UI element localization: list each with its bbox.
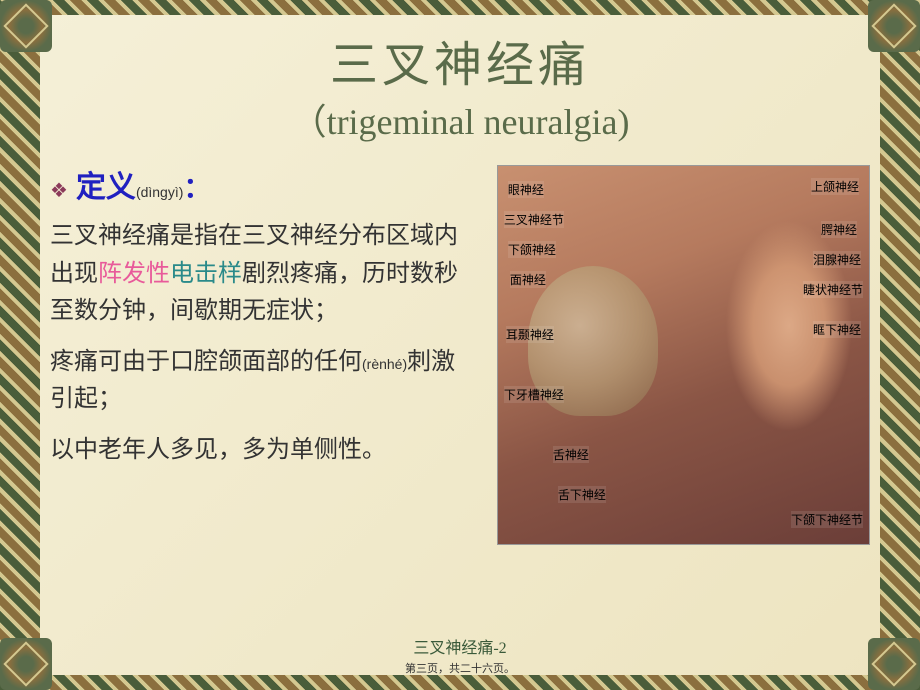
corner-ornament xyxy=(868,0,920,52)
body-row: ❖ 定义 (dìngyì) ： 三叉神经痛是指在三叉神经分布区域内出现阵发性电击… xyxy=(50,165,870,545)
title-chinese: 三叉神经痛 xyxy=(50,25,870,95)
border-right xyxy=(880,0,920,690)
anat-label: 耳颞神经 xyxy=(506,326,554,343)
definition-colon: ： xyxy=(183,167,211,210)
anat-label: 下颌下神经节 xyxy=(791,511,863,528)
p2-pinyin: (rènhé) xyxy=(362,356,407,372)
anat-label: 泪腺神经 xyxy=(813,251,861,268)
p1-highlight-pink: 阵发性 xyxy=(98,260,170,287)
anat-label: 舌神经 xyxy=(553,446,589,463)
corner-ornament xyxy=(0,0,52,52)
footer-reference: 三叉神经痛-2 xyxy=(0,634,920,658)
anat-label: 三叉神经节 xyxy=(504,211,564,228)
anat-label: 下颌神经 xyxy=(508,241,556,258)
slide-content: 三叉神经痛 （trigeminal neuralgia) ❖ 定义 (dìngy… xyxy=(50,25,870,665)
paragraph-2: 疼痛可由于口腔颌面部的任何(rènhé)刺激引起； xyxy=(50,344,477,418)
paragraph-1: 三叉神经痛是指在三叉神经分布区域内出现阵发性电击样剧烈疼痛，历时数秒至数分钟，间… xyxy=(50,218,477,331)
anat-label: 眶下神经 xyxy=(813,321,861,338)
definition-pinyin: (dìngyì) xyxy=(136,182,183,204)
p1-highlight-teal: 电击样 xyxy=(170,260,242,287)
paragraph-3: 以中老年人多见，多为单侧性。 xyxy=(50,432,477,469)
border-top xyxy=(0,0,920,15)
bullet-icon: ❖ xyxy=(50,176,68,207)
anatomy-image: 眼神经 三叉神经节 下颌神经 面神经 耳颞神经 下牙槽神经 舌神经 舌下神经 上… xyxy=(497,165,870,545)
border-bottom xyxy=(0,675,920,690)
anat-label: 下牙槽神经 xyxy=(504,386,564,403)
p2-seg1: 疼痛可由于口腔颌面部的任何 xyxy=(50,349,362,375)
title-block: 三叉神经痛 （trigeminal neuralgia) xyxy=(50,25,870,145)
anat-label: 舌下神经 xyxy=(558,486,606,503)
title-english: （trigeminal neuralgia) xyxy=(50,93,870,145)
text-column: ❖ 定义 (dìngyì) ： 三叉神经痛是指在三叉神经分布区域内出现阵发性电击… xyxy=(50,165,477,484)
definition-heading: ❖ 定义 (dìngyì) ： xyxy=(50,165,477,212)
anat-label: 面神经 xyxy=(510,271,546,288)
anat-label: 上颌神经 xyxy=(811,178,859,195)
anat-label: 眼神经 xyxy=(508,181,544,198)
footer-page-number: 第三页，共二十六页。 xyxy=(0,660,920,676)
border-left xyxy=(0,0,40,690)
definition-word: 定义 xyxy=(76,165,136,212)
anat-label: 睫状神经节 xyxy=(803,281,863,298)
anat-label: 腭神经 xyxy=(821,221,857,238)
